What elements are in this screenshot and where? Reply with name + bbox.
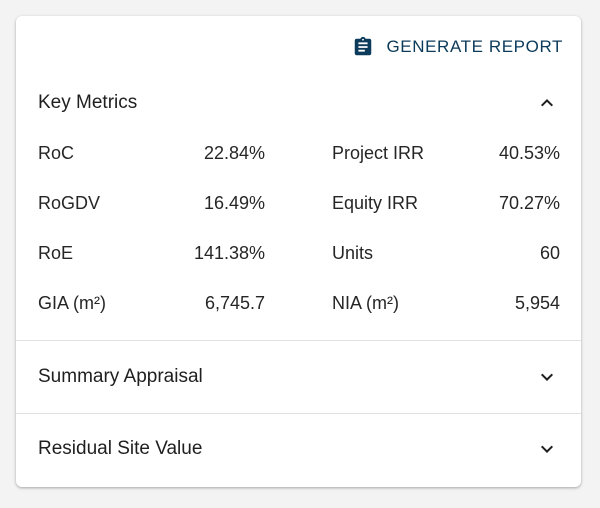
metric-value: 141.38% (193, 243, 265, 263)
metric-label: GIA (m²) (38, 293, 106, 313)
metric-label: RoC (38, 143, 75, 163)
section-divider (16, 413, 581, 414)
metrics-card: GENERATE REPORT Key Metrics RoC 22.84% P… (16, 16, 581, 487)
metric-label: Project IRR (332, 143, 425, 163)
metric-row: RoGDV 16.49% Equity IRR 70.27% (38, 193, 560, 217)
chevron-up-icon[interactable] (535, 91, 559, 115)
metric-value: 5,954 (514, 293, 560, 313)
key-metrics-title: Key Metrics (38, 92, 138, 113)
metric-value: 22.84% (203, 143, 265, 163)
metric-value: 40.53% (498, 143, 560, 163)
key-metrics-header[interactable]: Key Metrics (16, 78, 581, 128)
generate-report-label: GENERATE REPORT (386, 37, 563, 56)
section-divider (16, 340, 581, 341)
metric-label: RoE (38, 243, 74, 263)
metric-label: Units (332, 243, 374, 263)
metric-value: 60 (539, 243, 560, 263)
metric-row: RoE 141.38% Units 60 (38, 243, 560, 267)
generate-report-button[interactable]: GENERATE REPORT (352, 36, 563, 58)
metric-row: RoC 22.84% Project IRR 40.53% (38, 143, 560, 167)
metric-value: 16.49% (203, 193, 265, 213)
residual-site-value-title: Residual Site Value (38, 438, 203, 459)
metric-label: RoGDV (38, 193, 101, 213)
clipboard-icon (352, 36, 374, 58)
summary-appraisal-header[interactable]: Summary Appraisal (16, 352, 581, 402)
metric-value: 70.27% (498, 193, 560, 213)
chevron-down-icon[interactable] (535, 437, 559, 461)
residual-site-value-header[interactable]: Residual Site Value (16, 424, 581, 474)
chevron-down-icon[interactable] (535, 365, 559, 389)
metric-label: Equity IRR (332, 193, 419, 213)
metric-value: 6,745.7 (204, 293, 265, 313)
metric-row: GIA (m²) 6,745.7 NIA (m²) 5,954 (38, 293, 560, 317)
metric-label: NIA (m²) (332, 293, 399, 313)
summary-appraisal-title: Summary Appraisal (38, 366, 203, 387)
